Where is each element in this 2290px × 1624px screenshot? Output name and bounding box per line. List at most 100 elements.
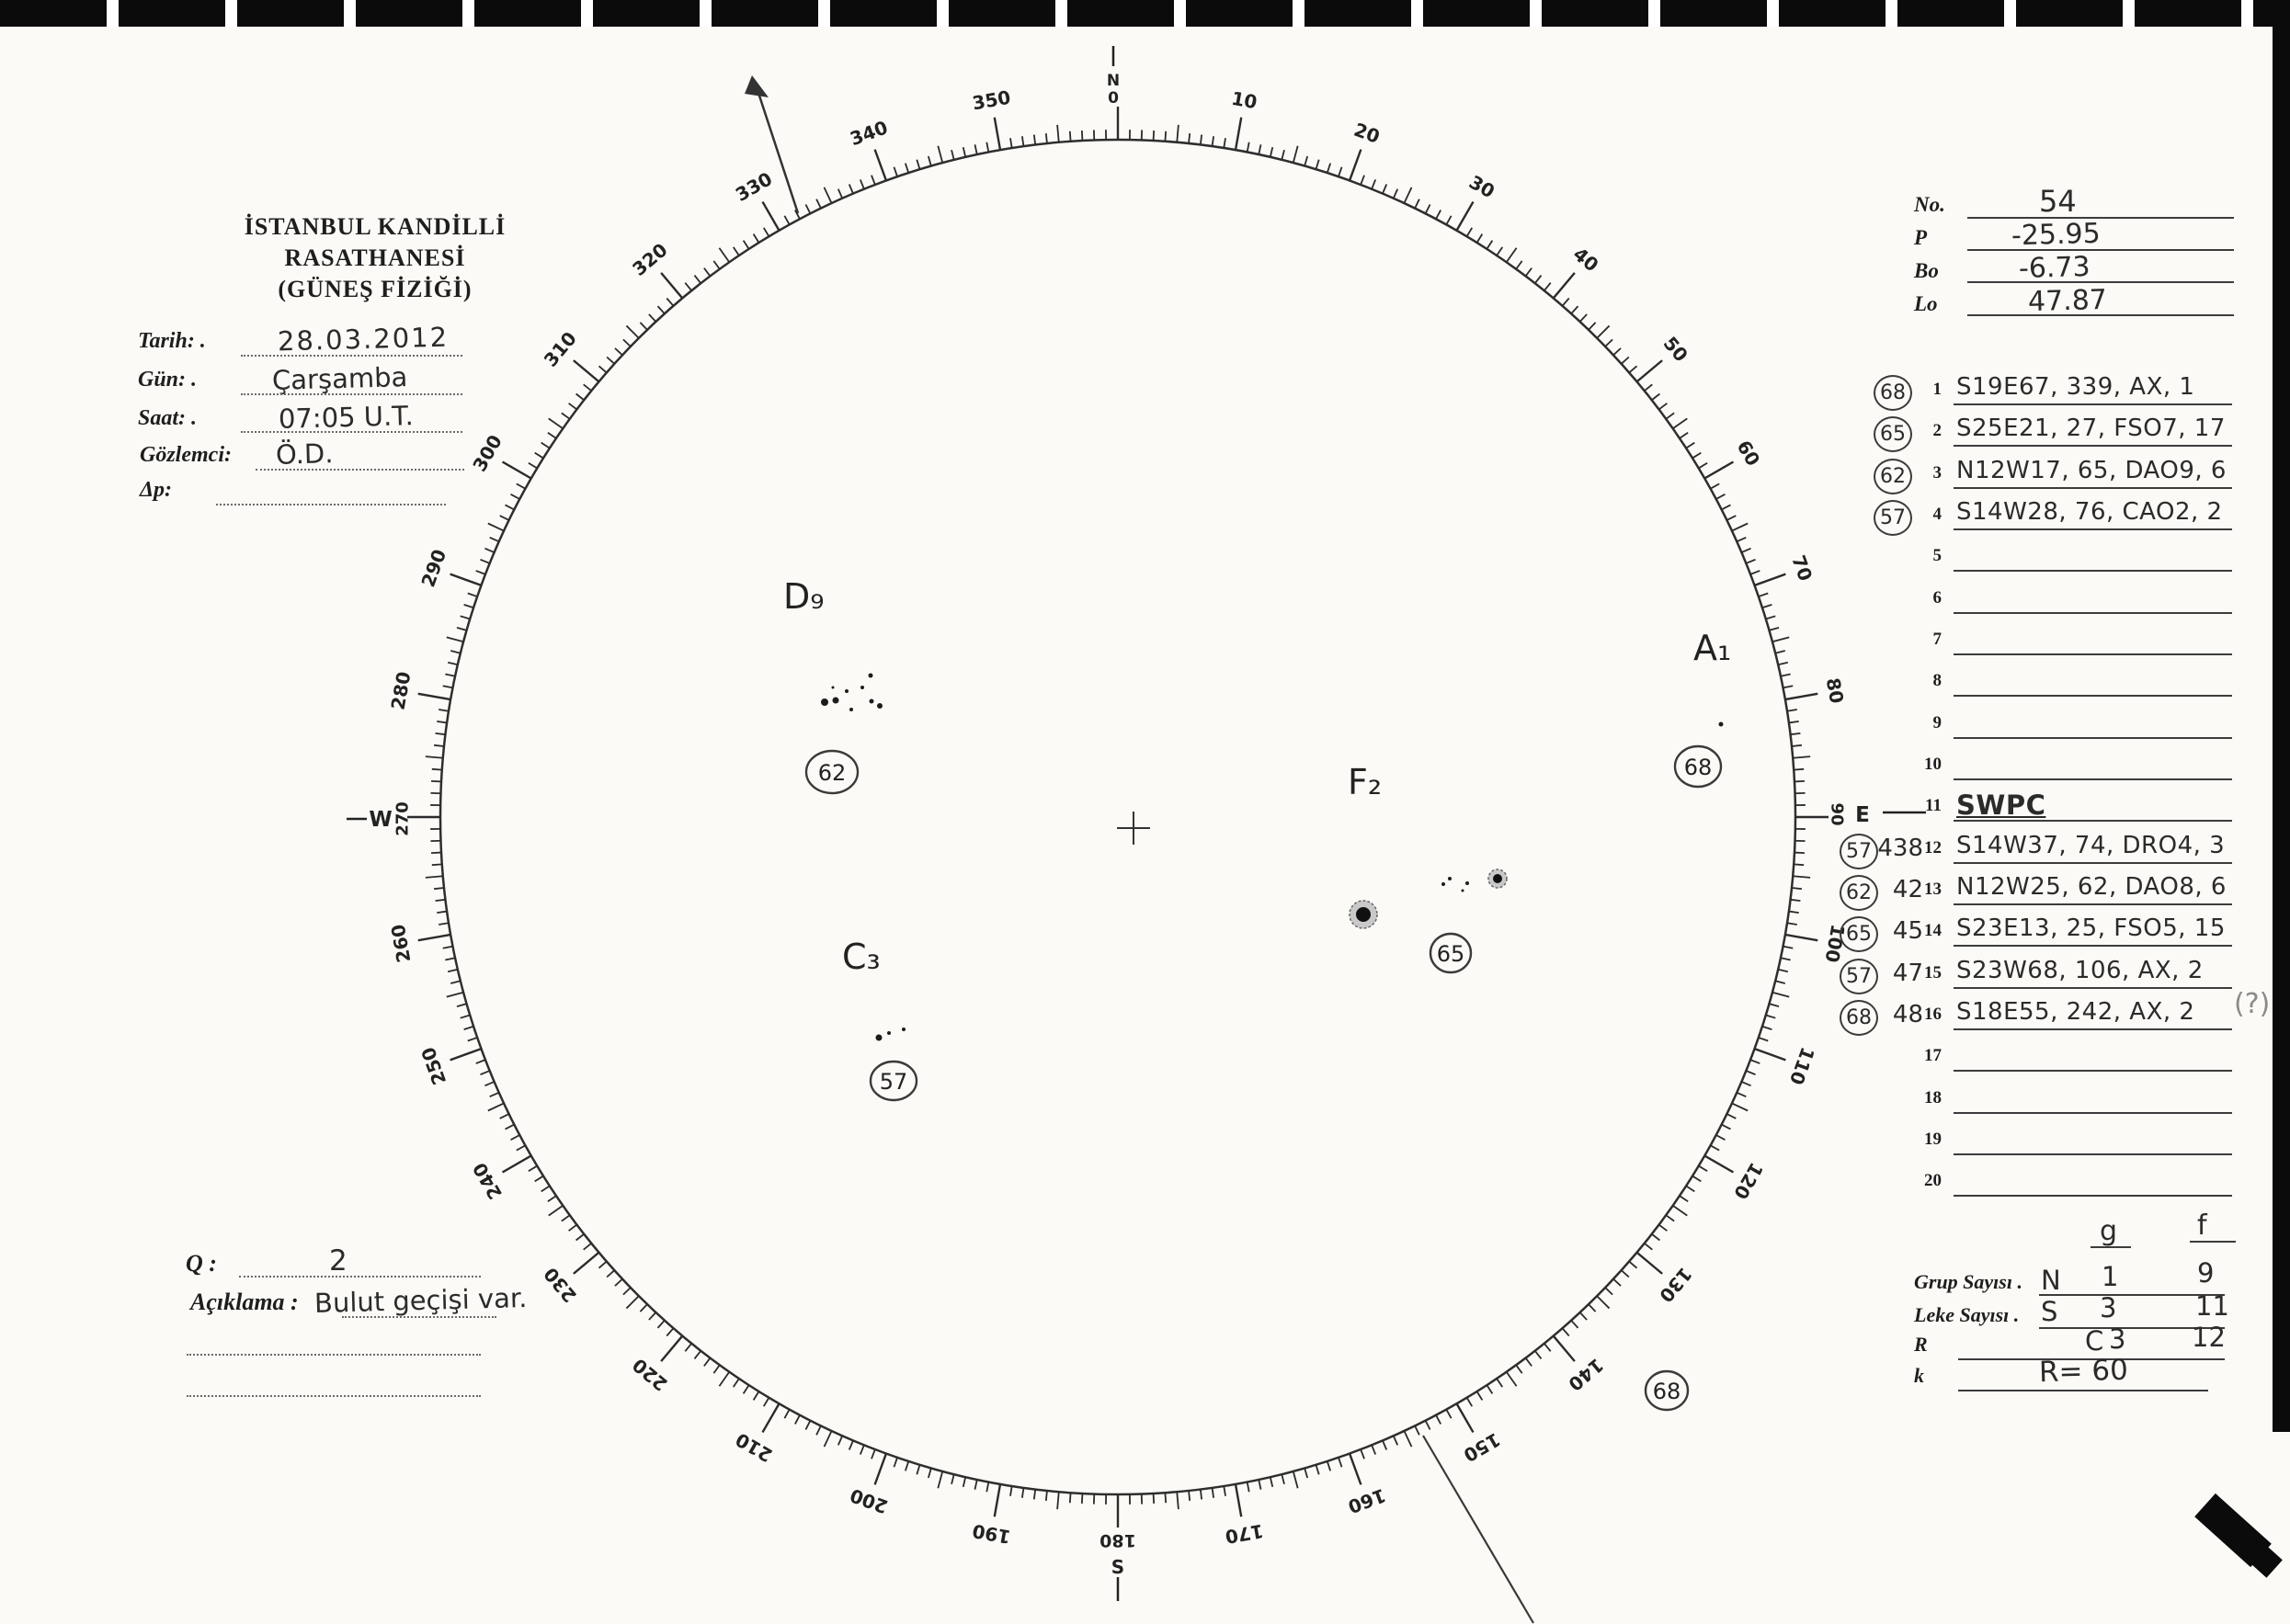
limb-mark-68-region-circle bbox=[1644, 1369, 1690, 1412]
dial-tick bbox=[1741, 547, 1751, 553]
dial-tick bbox=[859, 1444, 865, 1455]
dial-tick bbox=[871, 175, 876, 186]
dial-tick bbox=[1651, 392, 1660, 401]
dial-tick bbox=[823, 187, 833, 204]
group-A1-region-circle bbox=[1673, 744, 1723, 789]
dial-tick bbox=[435, 898, 446, 903]
dial-tick bbox=[1786, 922, 1797, 926]
group-D9-spot-dot bbox=[860, 686, 864, 689]
dp-label: Δp: bbox=[140, 478, 173, 502]
region-row-region-number: 438 bbox=[1877, 834, 1923, 862]
q-line bbox=[239, 1276, 481, 1278]
dial-tick bbox=[1056, 124, 1060, 142]
dial-tick bbox=[463, 603, 474, 609]
dial-tick bbox=[489, 536, 500, 543]
dial-tick bbox=[1044, 133, 1048, 144]
dial-tick bbox=[573, 1251, 600, 1275]
dial-tick bbox=[703, 267, 712, 277]
dial-tick bbox=[1588, 1303, 1597, 1312]
dial-tick bbox=[1044, 1490, 1048, 1501]
region-row-line bbox=[1954, 1111, 2232, 1114]
group-C3-region-circle bbox=[869, 1060, 918, 1102]
region-row-line bbox=[1954, 1028, 2232, 1030]
dial-tick bbox=[1164, 131, 1168, 142]
region-row-circled-number: 57 bbox=[1840, 958, 1878, 994]
dial-tick bbox=[794, 1414, 801, 1425]
dial-tick bbox=[761, 1403, 780, 1434]
dial-tick bbox=[417, 692, 451, 701]
dial-tick bbox=[456, 626, 467, 631]
dial-tick bbox=[1628, 1260, 1638, 1269]
dial-tick bbox=[430, 851, 442, 855]
dial-tick bbox=[614, 1278, 623, 1287]
grup-prefix: N bbox=[2041, 1265, 2061, 1296]
dial-tick bbox=[927, 155, 932, 166]
gozlemci-line bbox=[256, 469, 464, 471]
dial-tick bbox=[1596, 1295, 1611, 1310]
dial-tick bbox=[1544, 1343, 1552, 1352]
dial-tick bbox=[425, 875, 443, 879]
leke-label: Leke Sayısı . bbox=[1914, 1303, 2020, 1326]
region-row-region-number: 42 bbox=[1892, 875, 1923, 903]
dial-tick bbox=[1794, 863, 1805, 867]
no-value: 54 bbox=[2039, 184, 2077, 219]
bo-label: Bo bbox=[1914, 259, 1939, 282]
dial-tick bbox=[1382, 1440, 1388, 1450]
dial-tick bbox=[1486, 1384, 1494, 1394]
dial-tick bbox=[993, 117, 1002, 151]
dial-tick bbox=[993, 1483, 1002, 1517]
dial-tick bbox=[606, 356, 615, 365]
dial-tick bbox=[1644, 1243, 1653, 1251]
dial-tick bbox=[848, 184, 854, 194]
region-row-note: (?) bbox=[2234, 987, 2271, 1020]
dial-tick bbox=[460, 1014, 471, 1019]
region-row-number: 6 bbox=[1932, 587, 1943, 608]
orientation-arrow-shaft bbox=[756, 89, 800, 214]
dial-tick bbox=[484, 547, 495, 553]
dial-tick bbox=[684, 1343, 692, 1352]
dial-tick bbox=[480, 1070, 491, 1076]
cardinal-west-degree: 270 bbox=[393, 801, 413, 836]
dial-tick bbox=[1524, 267, 1532, 277]
dial-tick bbox=[447, 968, 459, 973]
dial-tick bbox=[548, 417, 564, 430]
bo-line bbox=[1967, 281, 2234, 283]
dial-tick bbox=[985, 142, 990, 153]
dial-tick bbox=[625, 1295, 640, 1310]
dial-tick bbox=[1761, 603, 1772, 609]
dial-tick bbox=[648, 313, 657, 323]
dial-tick bbox=[442, 685, 453, 689]
dial-tick bbox=[1258, 144, 1262, 155]
dial-tick bbox=[1612, 1278, 1622, 1287]
dial-tick bbox=[417, 933, 451, 942]
dial-tick bbox=[1292, 1471, 1299, 1489]
region-row-line bbox=[1954, 1195, 2232, 1198]
group-D9-spot-dot bbox=[831, 686, 835, 689]
dial-tick bbox=[1578, 1312, 1588, 1321]
dial-tick bbox=[534, 1175, 544, 1183]
dial-tick bbox=[1604, 338, 1613, 347]
dial-tick bbox=[660, 272, 684, 300]
group-C3-spot-dot bbox=[902, 1028, 906, 1031]
dial-tick bbox=[693, 1350, 701, 1359]
dial-tick bbox=[804, 1420, 812, 1430]
dial-tick bbox=[639, 1303, 648, 1312]
group-F2-spot-umbra bbox=[1493, 874, 1502, 883]
dial-tick bbox=[804, 204, 812, 214]
dial-tick bbox=[815, 199, 822, 209]
dial-tick bbox=[732, 246, 740, 256]
dial-tick bbox=[1715, 494, 1726, 500]
dial-tick bbox=[1403, 1430, 1413, 1448]
region-row-number: 13 bbox=[1924, 879, 1942, 899]
region-row-number: 18 bbox=[1924, 1087, 1942, 1107]
dial-tick bbox=[666, 297, 675, 307]
dial-tick bbox=[1281, 1473, 1285, 1484]
col-f-underline bbox=[2190, 1241, 2236, 1243]
dial-tick bbox=[1772, 991, 1790, 998]
dial-tick bbox=[1403, 187, 1413, 204]
dial-tick bbox=[718, 1371, 731, 1387]
dial-tick bbox=[1784, 933, 1818, 942]
region-row-entry: S14W28, 76, CAO2, 2 bbox=[1956, 497, 2223, 526]
dial-tick bbox=[1009, 138, 1013, 149]
dial-tick bbox=[1745, 1070, 1756, 1076]
